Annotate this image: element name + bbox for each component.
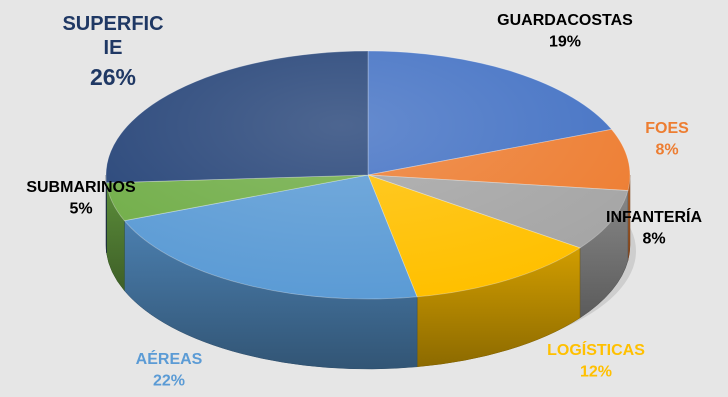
pct-logisticas: 12% xyxy=(580,364,612,381)
pct-foes: 8% xyxy=(655,142,678,159)
pct-superficie: 26% xyxy=(90,64,136,90)
label-foes: FOES 8% xyxy=(645,120,689,159)
label-aereas: AÉREAS 22% xyxy=(136,349,203,390)
pie-slice-superficie xyxy=(105,50,369,184)
label-infanteria: INFANTERÍA 8% xyxy=(606,207,702,248)
label-submarinos: SUBMARINOS 5% xyxy=(26,179,136,218)
pct-submarinos: 5% xyxy=(69,201,92,218)
pct-guardacostas: 19% xyxy=(549,34,581,51)
label-superficie: SUPERFIC IE 26% xyxy=(62,13,163,90)
pct-aereas: 22% xyxy=(153,373,185,390)
pct-infanteria: 8% xyxy=(642,231,665,248)
label-guardacostas: GUARDACOSTAS 19% xyxy=(497,12,633,51)
label-logisticas: LOGÍSTICAS 12% xyxy=(547,340,645,381)
